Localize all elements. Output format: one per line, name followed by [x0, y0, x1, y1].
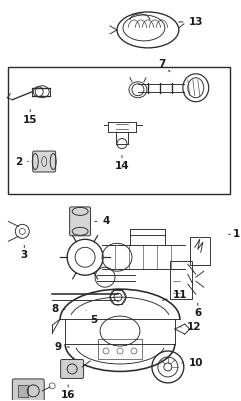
Text: 2: 2 — [15, 156, 28, 166]
Bar — [170, 261, 192, 299]
FancyBboxPatch shape — [61, 359, 84, 379]
Text: 16: 16 — [61, 385, 75, 400]
FancyBboxPatch shape — [33, 151, 56, 172]
Text: 14: 14 — [115, 156, 129, 170]
Bar — [8, 67, 230, 194]
FancyBboxPatch shape — [70, 207, 91, 236]
Text: 9: 9 — [55, 342, 69, 352]
Text: 11: 11 — [162, 290, 187, 300]
Text: 3: 3 — [21, 245, 28, 260]
Text: 15: 15 — [23, 110, 38, 125]
Text: 8: 8 — [52, 304, 65, 314]
Text: 7: 7 — [158, 59, 170, 72]
Text: 17: 17 — [0, 400, 1, 401]
Bar — [190, 237, 210, 265]
Text: 4: 4 — [95, 217, 110, 226]
Text: 12: 12 — [181, 322, 201, 332]
Text: 13: 13 — [179, 17, 203, 27]
Text: 6: 6 — [194, 303, 201, 318]
Bar — [98, 339, 142, 359]
Text: 5: 5 — [86, 310, 98, 325]
Text: 1: 1 — [229, 229, 240, 239]
FancyBboxPatch shape — [12, 379, 44, 401]
Text: 10: 10 — [182, 358, 203, 368]
Bar — [18, 385, 28, 397]
